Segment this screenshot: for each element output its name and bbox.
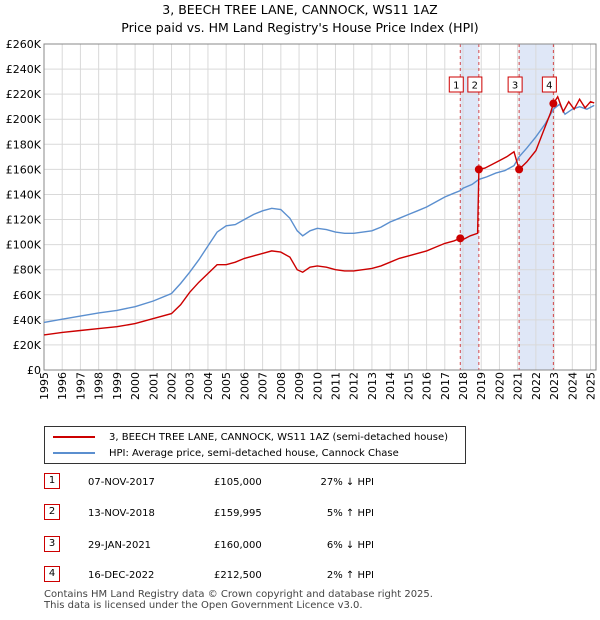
x-tick-label: 2020 [493,372,506,400]
transaction-number-badge: 2 [44,504,60,520]
x-tick-label: 2000 [129,372,142,400]
transaction-number-badge: 1 [44,473,60,489]
transaction-label-box [541,76,557,93]
x-tick-label: 2003 [184,372,197,400]
x-tick-label: 2015 [402,372,415,400]
y-tick-label: £160K [6,163,42,176]
transaction-price: £212,500 [214,569,262,581]
x-tick-label: 2004 [202,372,215,400]
plot-frame [43,43,597,371]
x-tick-label: 2016 [421,372,434,400]
footer-licence: This data is licensed under the Open Gov… [44,600,363,611]
transaction-label-box [448,76,464,93]
x-tick-label: 2010 [311,372,324,400]
y-tick-label: £240K [6,63,42,76]
transaction-date: 13-NOV-2018 [88,507,155,519]
x-tick-label: 2012 [348,372,361,400]
transaction-date: 07-NOV-2017 [88,476,155,488]
x-tick-label: 2019 [475,372,488,400]
transaction-label: 3 [512,81,518,92]
legend-item-hpi: HPI: Average price, semi-detached house,… [53,445,399,461]
transaction-date: 16-DEC-2022 [88,569,155,581]
y-tick-label: £20K [13,339,42,352]
x-tick-label: 2001 [147,372,160,400]
legend-item-property: 3, BEECH TREE LANE, CANNOCK, WS11 1AZ (s… [53,429,448,445]
plot-background [44,44,596,370]
y-tick-label: £60K [13,289,42,302]
x-tick-label: 1999 [111,372,124,400]
x-tick-label: 2025 [585,372,598,400]
chart-subtitle: Price paid vs. HM Land Registry's House … [121,20,479,35]
transaction-point [474,165,483,174]
property-series-line [43,95,595,336]
transaction-price: £105,000 [214,476,262,488]
y-tick-label: £180K [6,138,42,151]
x-tick-label: 1997 [74,372,87,400]
x-tick-label: 2017 [439,372,452,400]
x-tick-label: 2022 [530,372,543,400]
y-tick-label: £80K [13,264,42,277]
x-tick-label: 2011 [329,372,342,400]
footer-attribution: Contains HM Land Registry data © Crown c… [44,589,433,611]
legend-label-property: 3, BEECH TREE LANE, CANNOCK, WS11 1AZ (s… [109,431,449,443]
x-tick-label: 2014 [384,372,397,400]
transaction-label: 4 [546,81,552,92]
transaction-point [549,99,558,108]
y-tick-label: £140K [6,188,42,201]
x-tick-label: 2024 [566,372,579,400]
transaction-label: 2 [472,81,478,92]
transaction-label: 1 [453,81,459,92]
legend-swatch-hpi [53,452,95,454]
y-tick-label: £0 [27,364,41,377]
x-tick-label: 2023 [548,372,561,400]
y-tick-label: £120K [6,214,42,227]
transaction-price: £159,995 [214,507,262,519]
y-tick-label: £40K [13,314,42,327]
transaction-point [515,165,524,174]
transaction-hpi-delta: 2% ↑ HPI [326,569,374,581]
transaction-label-box [507,76,523,93]
transaction-hpi-delta: 5% ↑ HPI [326,507,374,519]
chart-legend: 3, BEECH TREE LANE, CANNOCK, WS11 1AZ (s… [44,426,466,464]
y-tick-label: £260K [6,38,42,51]
x-tick-label: 1998 [93,372,106,400]
x-tick-label: 2007 [257,372,270,400]
transaction-hpi-delta: 27% ↓ HPI [320,476,374,488]
transaction-label-box [467,76,483,93]
transaction-date: 29-JAN-2021 [88,539,152,551]
transaction-number-badge: 3 [44,536,60,552]
legend-swatch-property [53,436,95,438]
x-tick-label: 1996 [56,372,69,400]
x-tick-label: 2009 [293,372,306,400]
transaction-price: £160,000 [214,539,262,551]
y-tick-label: £200K [6,113,42,126]
price-chart: £0 £20K £40K £60K £80K £100K £120K £140K £160K £1… [6,38,598,400]
y-tick-label: £220K [6,88,42,101]
x-tick-label: 2002 [166,372,179,400]
y-tick-label: £100K [6,239,42,252]
x-tick-label: 2013 [366,372,379,400]
footer-copyright: Contains HM Land Registry data © Crown c… [44,589,433,600]
legend-label-hpi: HPI: Average price, semi-detached house,… [109,447,399,459]
transaction-point [456,234,465,243]
x-tick-label: 2008 [275,372,288,400]
x-tick-label: 2021 [512,372,525,400]
x-tick-label: 2006 [238,372,251,400]
transaction-number-badge: 4 [44,566,60,582]
x-tick-label: 2005 [220,372,233,400]
hpi-series-line [43,103,595,324]
x-tick-label: 2018 [457,372,470,400]
chart-title: 3, BEECH TREE LANE, CANNOCK, WS11 1AZ [162,2,438,17]
x-tick-label: 1995 [38,372,51,400]
shaded-period [460,44,479,370]
transaction-hpi-delta: 6% ↓ HPI [326,539,374,551]
